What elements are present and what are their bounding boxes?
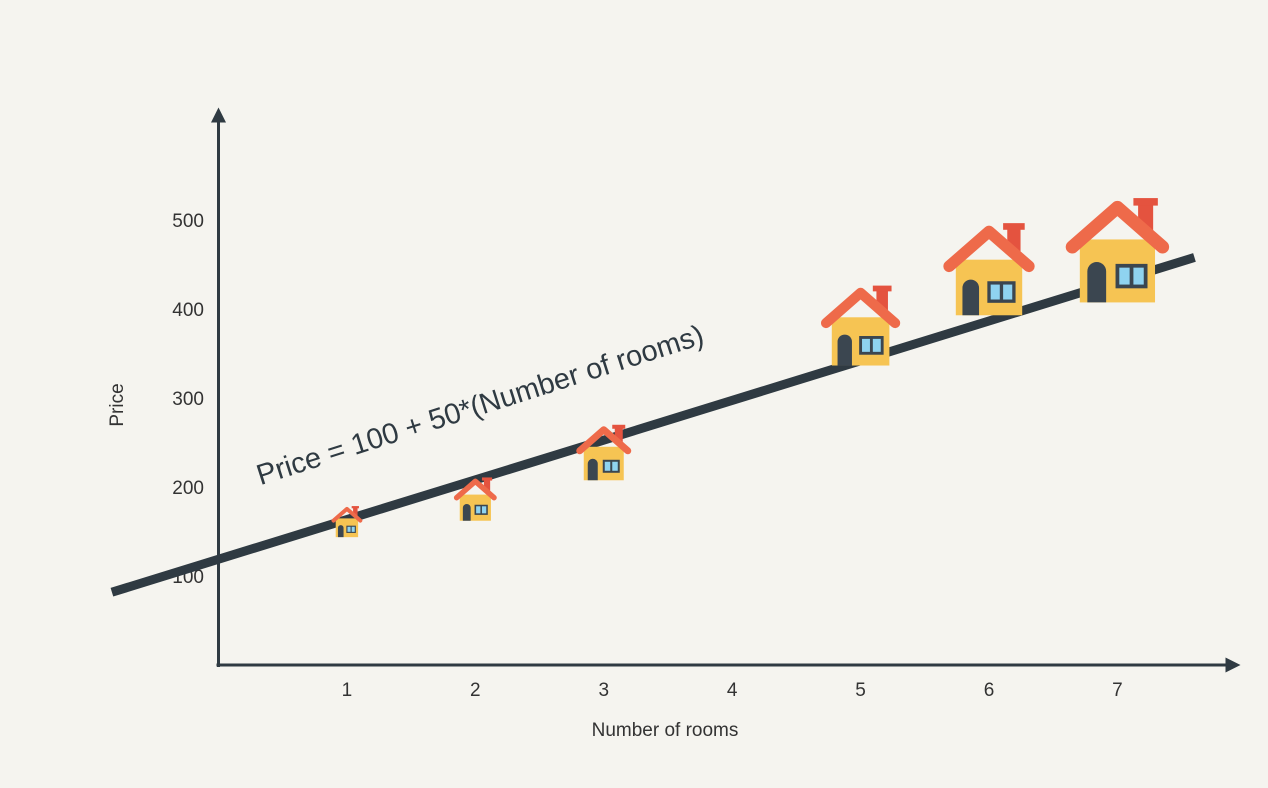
fit-line xyxy=(110,253,1196,597)
chimney-cap xyxy=(1133,198,1158,206)
y-axis-label: Price xyxy=(107,383,128,426)
x-tick-label: 3 xyxy=(598,680,609,701)
x-tick-label: 4 xyxy=(727,680,738,701)
chimney xyxy=(876,288,888,311)
house-point xyxy=(1065,198,1170,303)
x-tick-label: 6 xyxy=(984,680,995,701)
roof xyxy=(453,478,497,501)
door xyxy=(837,334,852,366)
house-point xyxy=(331,506,363,538)
chimney xyxy=(483,479,491,491)
x-tick-label: 7 xyxy=(1112,680,1123,701)
chimney-cap xyxy=(351,506,359,509)
roof xyxy=(1065,200,1170,254)
roof xyxy=(943,225,1035,273)
door xyxy=(1087,262,1107,303)
y-tick-label: 400 xyxy=(172,300,204,321)
house-point xyxy=(453,477,497,521)
x-tick-label: 5 xyxy=(855,680,866,701)
roof xyxy=(820,287,901,329)
door xyxy=(962,279,980,316)
house-point xyxy=(820,285,901,366)
chimney-cap xyxy=(1003,223,1025,230)
door xyxy=(587,458,598,481)
x-tick-label: 1 xyxy=(342,680,353,701)
x-tick-label: 2 xyxy=(470,680,481,701)
y-tick-label: 500 xyxy=(172,211,204,232)
annotation: Price = 100 + 50*(Number of rooms) xyxy=(253,319,708,492)
chimney-cap xyxy=(481,477,493,481)
y-tick-label: 200 xyxy=(172,478,204,499)
house-point xyxy=(576,424,632,481)
door xyxy=(337,525,344,538)
house-point xyxy=(943,223,1035,316)
chimney xyxy=(614,426,623,442)
roof xyxy=(576,426,632,455)
roof xyxy=(331,506,363,523)
x-axis-label: Number of rooms xyxy=(592,720,739,741)
chimney xyxy=(353,507,358,516)
door xyxy=(462,503,471,521)
chimney-cap xyxy=(872,285,892,292)
chimney-cap xyxy=(612,424,626,429)
y-tick-label: 300 xyxy=(172,389,204,410)
